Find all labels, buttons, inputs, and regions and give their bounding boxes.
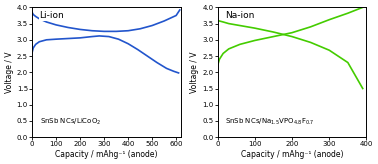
Text: Li-ion: Li-ion: [39, 11, 64, 20]
Text: Na-ion: Na-ion: [225, 11, 254, 20]
Text: SnSb NCs/LiCoO$_2$: SnSb NCs/LiCoO$_2$: [39, 117, 101, 127]
Y-axis label: Voltage / V: Voltage / V: [5, 51, 14, 93]
Y-axis label: Voltage / V: Voltage / V: [191, 51, 199, 93]
Text: SnSb NCs/Na$_{1.5}$VPO$_{4.8}$F$_{0.7}$: SnSb NCs/Na$_{1.5}$VPO$_{4.8}$F$_{0.7}$: [225, 117, 314, 127]
X-axis label: Capacity / mAhg⁻¹ (anode): Capacity / mAhg⁻¹ (anode): [55, 150, 158, 159]
X-axis label: Capacity / mAhg⁻¹ (anode): Capacity / mAhg⁻¹ (anode): [241, 150, 343, 159]
